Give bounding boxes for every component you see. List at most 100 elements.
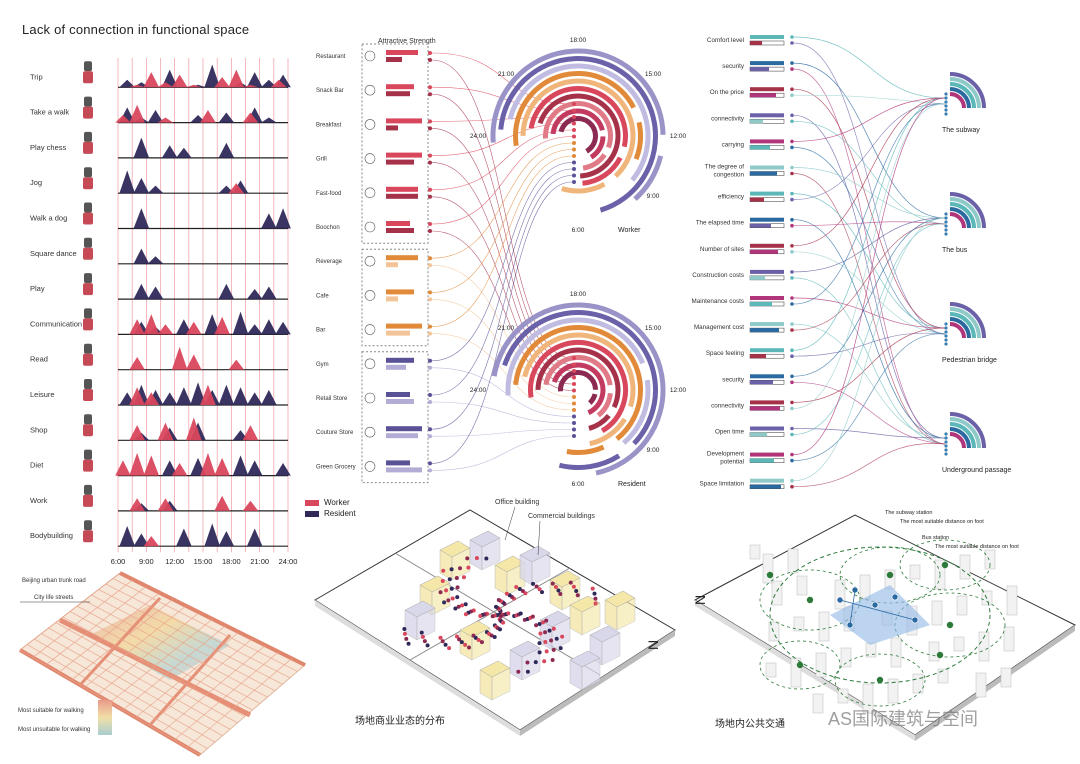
criterion-label: connectivity <box>711 402 745 409</box>
category-link <box>431 175 573 430</box>
time-tick-label: 15:00 <box>194 557 213 566</box>
criterion-link <box>793 428 946 439</box>
transport-label: The bus <box>942 247 968 254</box>
activity-figure-body <box>83 212 93 225</box>
category-link <box>431 181 573 464</box>
criterion-bar-fill <box>750 249 778 254</box>
walkability-legend-bar <box>98 700 112 735</box>
criterion-label: security <box>722 63 745 70</box>
clock-label-18: 18:00 <box>570 37 587 44</box>
criterion-dot <box>790 87 794 91</box>
worker-swatch <box>305 499 319 506</box>
activity-label: Bodybuilding <box>30 531 73 540</box>
radial-dot <box>572 121 576 126</box>
street-line <box>91 594 276 692</box>
resident-peak <box>204 314 220 335</box>
activity-figure-body <box>83 71 93 84</box>
resident-peak <box>147 185 164 194</box>
resident-peak <box>133 178 150 194</box>
business-dot <box>447 646 452 651</box>
worker-strength-bar <box>386 289 414 295</box>
business-dot <box>447 577 452 582</box>
resident-peak <box>261 79 277 88</box>
resident-peak <box>275 208 291 229</box>
criterion-bar <box>750 165 784 170</box>
business-dot <box>442 600 447 605</box>
business-dot <box>537 621 542 626</box>
radial-dot <box>572 356 576 360</box>
link-dot <box>428 290 432 295</box>
business-dot <box>543 630 548 635</box>
criterion-label: Comfort level <box>707 37 744 44</box>
criterion-dot <box>790 250 794 254</box>
resident-peak <box>119 170 135 194</box>
activity-figure-icon <box>84 484 92 495</box>
worker-peak <box>143 536 160 547</box>
business-dot <box>575 593 580 598</box>
resident-peak <box>133 533 150 547</box>
resident-peak <box>147 256 164 264</box>
grey-building <box>887 678 899 704</box>
business-dot <box>450 596 455 601</box>
worker-peak <box>157 324 174 335</box>
business-dot <box>463 602 468 607</box>
criterion-label: efficiency <box>718 194 745 201</box>
bus-station-dot <box>796 661 804 669</box>
resident-peak <box>261 319 277 335</box>
criterion-label: connectivity <box>711 115 745 122</box>
business-dot <box>554 636 559 641</box>
criterion-bar-fill <box>750 380 773 385</box>
building-side <box>601 632 621 666</box>
category-icon <box>364 392 376 404</box>
business-dot <box>533 660 538 665</box>
activity-timeline-chart: Trip Take a walk Play chess Jog Walk a dog Sq… <box>30 58 298 566</box>
criterion-bar <box>750 191 784 196</box>
business-dot <box>514 584 519 589</box>
building-side <box>451 547 471 581</box>
radial-arc <box>589 417 627 447</box>
transport-dot <box>944 322 948 326</box>
time-tick-label: 21:00 <box>250 557 269 566</box>
criterion-bar-fill <box>750 223 771 228</box>
radial-arc <box>490 48 666 143</box>
business-dot <box>537 587 542 592</box>
radial-dot <box>572 102 576 106</box>
link-dot <box>428 365 432 370</box>
walk-distance-label: The most suitable distance on foot <box>900 519 984 525</box>
grey-building <box>837 688 849 704</box>
activity-figure-body <box>83 389 93 401</box>
transport-site-edge <box>695 600 915 741</box>
resident-peak <box>246 392 263 405</box>
criterion-link <box>793 327 946 403</box>
subway-station-label: The subway station <box>885 510 932 516</box>
business-dot <box>455 634 460 639</box>
transport-fan-arc <box>949 72 986 109</box>
transport-dot <box>944 432 948 436</box>
north-arrow-right: N <box>692 595 708 605</box>
category-icon <box>364 290 376 301</box>
clock-label-9: 9:00 <box>647 447 660 454</box>
time-tick-label: 24:00 <box>279 557 298 566</box>
transport-fan-arc <box>949 307 981 339</box>
worker-peak <box>228 69 245 88</box>
resident-peak <box>246 324 263 335</box>
worker-peak <box>171 462 188 476</box>
radial-arc <box>550 108 605 135</box>
resident-strength-bar <box>386 159 414 165</box>
worker-peak <box>129 319 145 335</box>
criterion-link <box>793 333 946 461</box>
criterion-dot <box>790 296 794 300</box>
criterion-label: The degree of <box>705 164 744 171</box>
activity-figure-body <box>83 318 93 331</box>
life-street-label: City life streets <box>34 595 73 601</box>
walkability-map: Beijing urban trunk road City life stree… <box>18 571 306 757</box>
bus-station-dot <box>941 561 949 569</box>
grey-building <box>975 672 987 698</box>
street-line <box>84 600 268 698</box>
criterion-dot <box>790 139 794 144</box>
building-side <box>481 537 501 571</box>
worker-peak <box>157 422 174 441</box>
radial-arc <box>502 310 658 446</box>
resident-strength-bar <box>386 399 414 404</box>
grey-building <box>909 564 921 580</box>
